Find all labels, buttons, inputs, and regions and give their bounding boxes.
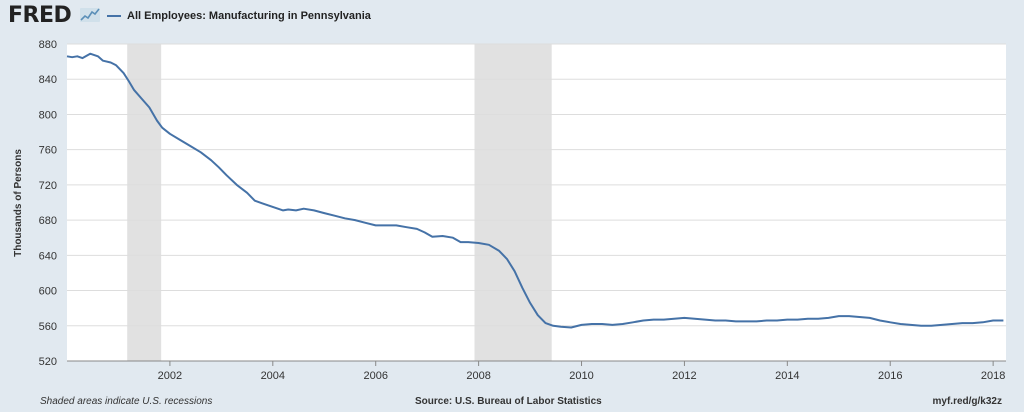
fred-trend-chart-icon	[80, 8, 100, 22]
short-url-link[interactable]: myf.red/g/k32z	[932, 396, 1002, 407]
recession-band-1	[474, 44, 552, 361]
x-tick-label-2008: 2008	[466, 370, 490, 382]
x-tick-label-2002: 2002	[158, 370, 182, 382]
y-tick-label-640: 640	[39, 250, 57, 262]
fred-logo[interactable]: FRED	[8, 3, 72, 28]
series-line-pa-manufacturing	[66, 52, 1004, 329]
y-axis-ticks: 520 560 600 640 680 720 760 800 840 880	[39, 39, 57, 368]
y-tick-label-880: 880	[39, 39, 57, 51]
source-note: Source: U.S. Bureau of Labor Statistics	[415, 396, 602, 407]
chart-header: FRED All Employees: Manufacturing in Pen…	[0, 0, 1024, 34]
x-tick-label-2014: 2014	[775, 370, 799, 382]
y-tick-label-760: 760	[39, 145, 57, 157]
x-tick-label-2016: 2016	[878, 370, 902, 382]
x-tick-label-2006: 2006	[363, 370, 387, 382]
recession-footnote: Shaded areas indicate U.S. recessions	[40, 396, 213, 407]
x-tick-label-2010: 2010	[569, 370, 593, 382]
y-tick-label-800: 800	[39, 109, 57, 121]
x-axis-ticks: 2002 2004 2006 2008 2010 2012 2014 2016 2018	[67, 360, 1006, 382]
y-tick-label-840: 840	[39, 74, 57, 86]
recession-bands	[127, 44, 552, 361]
x-tick-label-2018: 2018	[981, 370, 1005, 382]
y-tick-label-600: 600	[39, 286, 57, 298]
x-tick-label-2012: 2012	[672, 370, 696, 382]
legend-line-swatch	[107, 15, 121, 17]
chart-legend[interactable]: All Employees: Manufacturing in Pennsylv…	[107, 10, 371, 22]
y-axis-title: Thousands of Persons	[13, 149, 24, 257]
y-tick-label-520: 520	[39, 356, 57, 368]
x-tick-label-2004: 2004	[261, 370, 285, 382]
y-tick-label-560: 560	[39, 321, 57, 333]
y-tick-label-680: 680	[39, 215, 57, 227]
legend-series-label: All Employees: Manufacturing in Pennsylv…	[127, 10, 371, 22]
y-tick-label-720: 720	[39, 180, 57, 192]
recession-band-0	[127, 44, 162, 361]
